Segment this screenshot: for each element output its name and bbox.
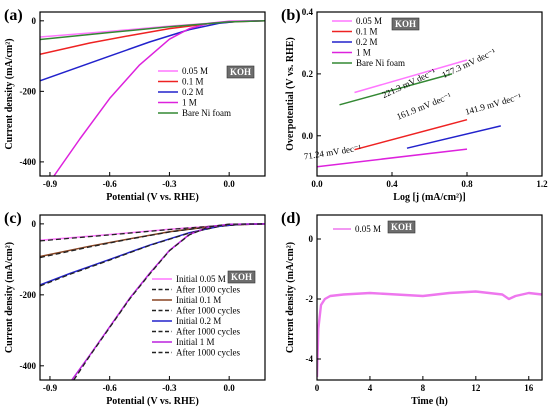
panel-label: (d) [281,210,301,227]
y-tick-label: 0.4 [302,7,314,17]
series-line [354,118,468,151]
electrolyte-badge [391,17,420,31]
x-axis-title: Log [j (mA/cm²)] [393,192,465,203]
x-tick-label: 16 [524,383,534,393]
electrolyte-badge [227,270,256,284]
y-tick-label: -2 [306,294,314,304]
series-line [339,73,453,106]
panel-label: (c) [4,210,22,227]
electrolyte-badge-label: KOH [391,222,412,232]
series-line [73,223,265,380]
panel-d: 0 4 8 12 16 0 -2 -4 Time (h) Current density (mA/… [281,210,543,407]
legend-label: 0.05 M [182,66,208,76]
series-line [40,223,265,259]
legend-label: 0.05 M [356,16,382,26]
x-tick-label: 0 [315,383,320,393]
x-tick-label: -0.9 [43,179,58,189]
series-line [40,20,265,41]
tafel-slope-annotation: 161.9 mV dec⁻¹ [395,91,453,122]
legend-label: Initial 0.1 M [176,295,221,305]
legend-label: 0.05 M [355,224,381,234]
panel-a: -0.9 -0.6 -0.3 0.0 0 -200 -400 Potential (V vs.… [4,7,266,203]
legend-label: 0.1 M [182,77,204,87]
x-axis-title: Potential (V vs. RHE) [106,192,199,203]
legend-label: After 1000 cycles [176,285,240,295]
y-tick-label: 0.2 [302,69,314,79]
electrolyte-badge-label: KOH [230,67,251,77]
electrolyte-badge-label: KOH [231,272,252,282]
electrolyte-badge [387,220,416,234]
legend-label: Initial 0.2 M [176,316,221,326]
x-tick-label: 1.2 [536,179,548,189]
panel-label: (b) [281,7,301,24]
y-tick-label: -200 [20,86,37,96]
panel-c: -0.9 -0.6 -0.3 0.0 0 -200 -400 Potential (V vs.… [4,210,266,407]
series-group [40,20,265,176]
series-group [40,223,265,380]
x-tick-label: 0.0 [311,179,323,189]
panel-b: 0.0 0.4 0.8 1.2 0.0 0.2 0.4 Log [j (mA/cm²)] Ove… [281,7,548,203]
y-tick-label: 0 [32,16,37,26]
x-axis-title: Potential (V vs. RHE) [106,396,199,407]
tafel-slope-annotation: 71.24 mV dec⁻¹ [303,143,362,162]
series-line [317,290,542,378]
y-axis-title: Current density (mA/cm²) [285,242,296,353]
y-tick-label: -400 [20,157,37,167]
legend-label: 1 M [356,48,371,58]
legend-label: Initial 0.05 M [176,274,226,284]
legend-label: Bare Ni foam [356,58,405,68]
y-axis-title: Overpotential (V vs. RHE) [285,37,296,151]
x-tick-label: -0.9 [43,383,58,393]
series-line [354,59,468,94]
legend-label: 0.2 M [356,37,378,47]
x-tick-label: -0.6 [103,383,118,393]
y-tick-label: -200 [20,290,37,300]
legend-label: 0.2 M [182,87,204,97]
panel-label: (a) [4,7,23,24]
x-tick-label: 0.8 [461,179,473,189]
series-line [40,223,265,242]
x-tick-label: 0.0 [224,383,236,393]
x-tick-label: 12 [471,383,481,393]
series-group [317,290,542,378]
legend-label: After 1000 cycles [176,327,240,337]
tafel-slope-annotation: 177.3 mV dec⁻¹ [440,46,497,80]
legend-label: Initial 1 M [176,337,215,347]
y-tick-label: 0 [309,234,314,244]
series-line [40,223,265,287]
x-tick-label: -0.6 [103,179,118,189]
y-axis-title: Current density (mA/cm²) [4,242,15,353]
plot-frame [316,214,543,381]
y-tick-label: 0.0 [302,131,314,141]
legend-label: 0.1 M [356,27,378,37]
y-tick-label: -4 [306,354,314,364]
y-tick-label: 0 [32,219,37,229]
legend-label: After 1000 cycles [176,348,240,358]
plot-frame [39,214,266,381]
series-line [40,20,265,56]
y-axis-title: Current density (mA/cm²) [4,38,15,149]
plot-frame [316,11,543,177]
series-line [406,125,501,149]
y-tick-label: -400 [20,361,37,371]
x-tick-label: -0.3 [162,179,177,189]
legend-label: After 1000 cycles [176,306,240,316]
series-group [317,59,501,168]
x-axis-title: Time (h) [411,396,448,407]
x-tick-label: 0.0 [224,179,236,189]
legend-label: Bare Ni foam [182,108,231,118]
plot-frame [39,11,266,177]
electrolyte-badge [226,65,255,79]
x-tick-label: 8 [421,383,426,393]
x-tick-label: 4 [368,383,373,393]
x-tick-label: -0.3 [162,383,177,393]
x-tick-label: 0.4 [386,179,398,189]
series-line [40,223,265,258]
tafel-slope-annotation: 141.9 mV dec⁻¹ [464,91,523,117]
series-line [317,148,468,168]
legend-label: 1 M [182,98,197,108]
electrolyte-badge-label: KOH [395,19,416,29]
